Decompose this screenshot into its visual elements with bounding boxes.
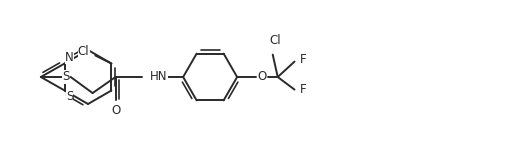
- Text: F: F: [300, 83, 306, 96]
- Text: HN: HN: [150, 69, 167, 82]
- Text: F: F: [300, 53, 306, 66]
- Text: S: S: [62, 71, 69, 84]
- Text: O: O: [111, 104, 120, 117]
- Text: Cl: Cl: [78, 45, 89, 58]
- Text: N: N: [65, 51, 74, 64]
- Text: O: O: [257, 71, 267, 84]
- Text: Cl: Cl: [269, 34, 281, 47]
- Text: S: S: [66, 90, 73, 103]
